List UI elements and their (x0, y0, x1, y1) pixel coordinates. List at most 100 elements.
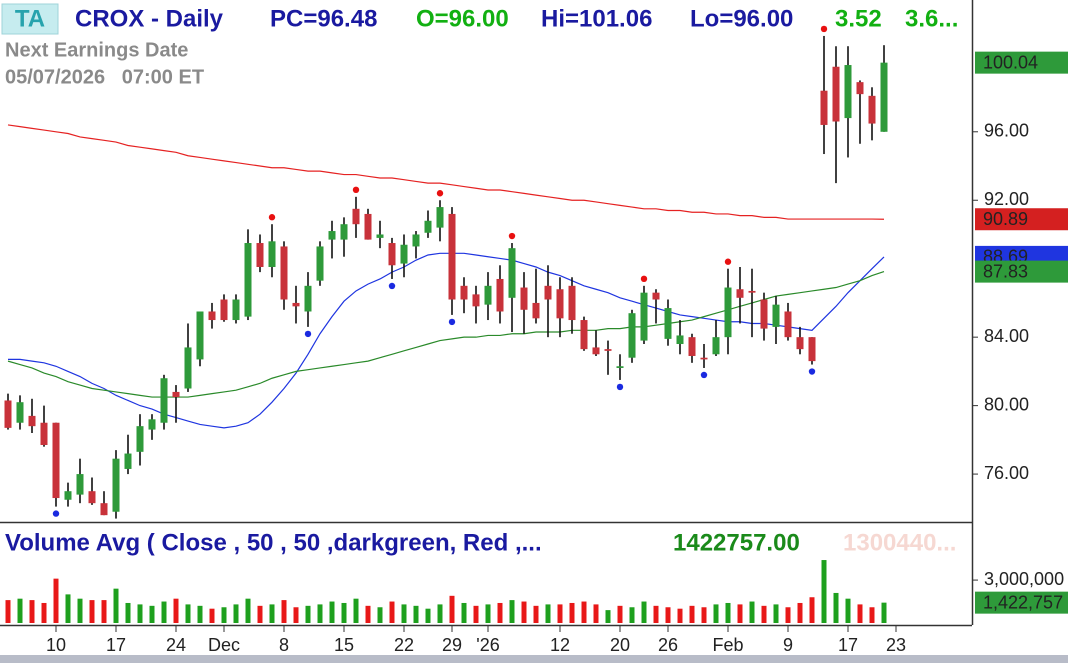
candle-body (208, 311, 216, 321)
volume-bar (533, 605, 539, 623)
candle-body (712, 337, 720, 355)
candle-body (304, 285, 312, 312)
volume-bar (137, 604, 143, 623)
low-marker (304, 330, 312, 338)
volume-bar (53, 578, 59, 623)
bottom-strip (0, 655, 1068, 663)
volume-bar (833, 592, 839, 623)
volume-bar (461, 602, 467, 623)
candle-body (796, 337, 804, 350)
x-tick-label: 26 (658, 635, 678, 655)
candle-body (268, 241, 276, 267)
x-tick-label: 29 (442, 635, 462, 655)
volume-bar (329, 601, 335, 623)
volume-bar (449, 595, 455, 623)
volume-bar (221, 607, 227, 623)
volume-title: Volume Avg ( Close , 50 , 50 ,darkgreen,… (5, 529, 542, 556)
high-marker (724, 258, 732, 265)
candle-body (316, 246, 324, 281)
volume-bar (41, 602, 47, 623)
volume-bar (881, 602, 887, 623)
y-tick-label: 92.00 (984, 189, 1029, 209)
y-tick-label: 96.00 (984, 121, 1029, 141)
volume-bar (185, 604, 191, 623)
price-panel (4, 25, 888, 519)
earnings-date: 05/07/2026 07:00 ET (5, 66, 204, 88)
header-stat: O=96.00 (416, 5, 509, 32)
x-tick-label: 9 (783, 635, 793, 655)
moving-average (8, 252, 885, 429)
candle-body (172, 391, 180, 398)
volume-bar (605, 610, 611, 623)
x-tick-label: 22 (394, 635, 414, 655)
x-tick-label: 23 (886, 635, 906, 655)
candle-body (820, 90, 828, 125)
y-tick-label: 76.00 (984, 463, 1029, 483)
header-stat: 3.52 (835, 5, 882, 32)
volume-tag-label: 1,422,757 (983, 592, 1063, 612)
high-marker (640, 275, 648, 283)
volume-bar (377, 607, 383, 623)
price-tag (975, 208, 1068, 231)
candle-body (496, 278, 504, 312)
volume-bar (245, 598, 251, 623)
volume-bar (161, 601, 167, 623)
header-stat: 3.6... (905, 5, 958, 32)
volume-bar (665, 607, 671, 623)
low-marker (448, 318, 456, 326)
candle-body (436, 207, 444, 228)
candle-body (28, 415, 36, 427)
candle-body (856, 82, 864, 95)
candle-body (520, 287, 528, 310)
volume-bar (29, 600, 35, 623)
candle-body (652, 292, 660, 300)
candle-body (640, 292, 648, 341)
candle-body (376, 234, 384, 238)
volume-bar (149, 605, 155, 623)
low-marker (388, 282, 396, 290)
candle-body (364, 213, 372, 240)
candle-body (256, 243, 264, 267)
candle-body (604, 349, 612, 351)
price-tag (975, 51, 1068, 74)
volume-bar (65, 594, 71, 623)
candle-body (328, 231, 336, 240)
volume-bar (257, 605, 263, 623)
volume-bar (821, 560, 827, 623)
volume-bar (737, 604, 743, 623)
candle-body (448, 213, 456, 300)
candle-body (40, 422, 48, 445)
header-stat: Hi=101.06 (541, 5, 652, 32)
candle-body (220, 299, 228, 321)
candle-body (508, 248, 516, 298)
volume-bar (365, 605, 371, 623)
volume-bar (209, 608, 215, 623)
candle-body (748, 290, 756, 293)
volume-bar (797, 602, 803, 623)
candle-body (244, 243, 252, 317)
candle-body (148, 419, 156, 430)
volume-bar (845, 598, 851, 623)
candle-body (808, 337, 816, 362)
right-axis: 76.00 80.00 84.00 92.00 96.00 3,000,000 100.04… (975, 51, 1068, 614)
volume-bar (545, 604, 551, 623)
candle-body (424, 220, 432, 233)
volume-bar (425, 608, 431, 623)
header-stat: PC=96.48 (270, 5, 377, 32)
x-tick-label: Feb (712, 635, 743, 655)
volume-panel (5, 560, 887, 623)
high-marker (436, 190, 444, 197)
candle-body (352, 208, 360, 225)
x-tick-label: Dec (208, 635, 240, 655)
candle-body (676, 335, 684, 345)
candle-body (160, 378, 168, 423)
volume-bar (101, 600, 107, 623)
earnings-label: Next Earnings Date (5, 39, 188, 61)
candle-body (628, 313, 636, 358)
high-marker (268, 214, 276, 221)
candle-body (388, 243, 396, 266)
candle-body (340, 224, 348, 240)
y-tick-label: 84.00 (984, 326, 1029, 346)
candle-body (184, 347, 192, 389)
